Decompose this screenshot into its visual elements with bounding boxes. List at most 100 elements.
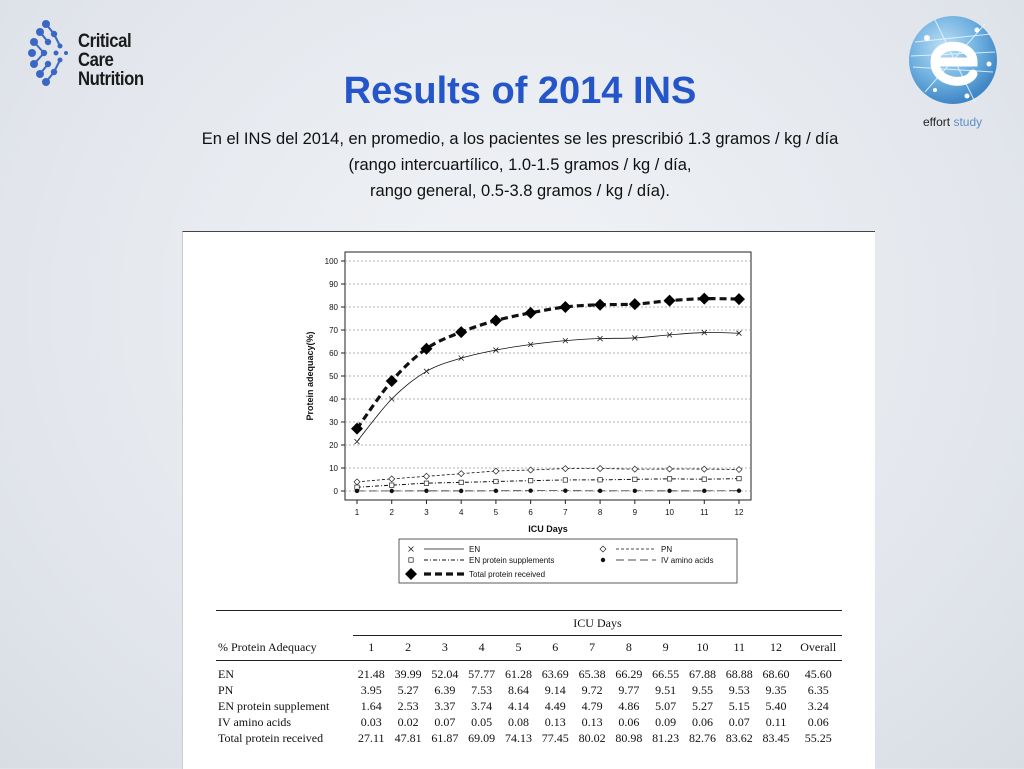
table-row-label: EN: [216, 660, 353, 683]
table-column-header: 8: [610, 636, 647, 661]
table-cell: 4.49: [537, 699, 574, 715]
table-cell: 0.08: [500, 715, 537, 731]
table-cell: 9.77: [610, 683, 647, 699]
data-point: [702, 489, 706, 493]
slide-title: Results of 2014 INS: [0, 70, 1024, 113]
x-tick-label: 12: [735, 508, 744, 517]
legend-label: Total protein received: [469, 570, 545, 579]
table-cell: 6.35: [794, 683, 842, 699]
table-cell: 57.77: [463, 660, 500, 683]
y-tick-label: 10: [329, 464, 338, 473]
x-tick-label: 9: [633, 508, 638, 517]
table-cell: 9.72: [574, 683, 611, 699]
table-cell: 81.23: [647, 731, 684, 747]
data-point: [633, 477, 637, 481]
table-column-header: 1: [353, 636, 390, 661]
y-tick-label: 40: [329, 395, 338, 404]
data-point: [528, 478, 532, 482]
x-tick-label: 7: [563, 508, 568, 517]
table-cell: 0.06: [610, 715, 647, 731]
y-tick-label: 0: [334, 487, 339, 496]
x-tick-label: 1: [355, 508, 360, 517]
slide-subtitle: En el INS del 2014, en promedio, a los p…: [0, 126, 1024, 204]
y-tick-label: 90: [329, 280, 338, 289]
legend-label: IV amino acids: [661, 556, 713, 565]
table-cell: 6.39: [426, 683, 463, 699]
table-cell: 3.24: [794, 699, 842, 715]
data-point: [528, 489, 532, 493]
y-tick-label: 60: [329, 349, 338, 358]
table-row-label: EN protein supplement: [216, 699, 353, 715]
table-cell: 9.51: [647, 683, 684, 699]
x-tick-label: 11: [700, 508, 709, 517]
table-cell: 83.62: [721, 731, 758, 747]
table-row-label: PN: [216, 683, 353, 699]
table-cell: 61.87: [426, 731, 463, 747]
data-point: [390, 483, 394, 487]
table-cell: 47.81: [390, 731, 427, 747]
table-cell: 9.53: [721, 683, 758, 699]
table-cell: 1.64: [353, 699, 390, 715]
data-point: [424, 481, 428, 485]
y-tick-label: 50: [329, 372, 338, 381]
table-cell: 3.37: [426, 699, 463, 715]
table-cell: 9.55: [684, 683, 721, 699]
table-column-header: 12: [758, 636, 795, 661]
table-cell: 0.06: [684, 715, 721, 731]
table-cell: 39.99: [390, 660, 427, 683]
table-cell: 80.98: [610, 731, 647, 747]
table-cell: 82.76: [684, 731, 721, 747]
table-cell: 9.14: [537, 683, 574, 699]
data-point: [598, 478, 602, 482]
table-row-label: IV amino acids: [216, 715, 353, 731]
table-cell: 3.95: [353, 683, 390, 699]
table-column-header: 5: [500, 636, 537, 661]
data-point: [737, 489, 741, 493]
table-cell: 66.29: [610, 660, 647, 683]
table-cell: 5.07: [647, 699, 684, 715]
table-cell: 66.55: [647, 660, 684, 683]
table-corner: [216, 611, 353, 636]
table-cell: 4.86: [610, 699, 647, 715]
table-cell: 77.45: [537, 731, 574, 747]
data-point: [390, 489, 394, 493]
table-cell: 5.27: [684, 699, 721, 715]
subtitle-line-1: En el INS del 2014, en promedio, a los p…: [0, 126, 1024, 152]
table-cell: 0.07: [721, 715, 758, 731]
subtitle-line-3: rango general, 0.5-3.8 gramos / kg / día…: [0, 178, 1024, 204]
table-cell: 4.14: [500, 699, 537, 715]
data-point: [702, 477, 706, 481]
table-column-header: 9: [647, 636, 684, 661]
table-cell: 8.64: [500, 683, 537, 699]
data-point: [563, 489, 567, 493]
table-cell: 2.53: [390, 699, 427, 715]
table-cell: 9.35: [758, 683, 795, 699]
legend-label: EN protein supplements: [469, 556, 554, 565]
table-cell: 0.05: [463, 715, 500, 731]
x-axis-label: ICU Days: [528, 524, 568, 534]
data-point: [667, 489, 671, 493]
legend-label: PN: [661, 545, 672, 554]
data-point: [355, 489, 359, 493]
data-point: [424, 489, 428, 493]
table-column-header: Overall: [794, 636, 842, 661]
table-column-header: 6: [537, 636, 574, 661]
table-group-header: ICU Days: [353, 611, 842, 636]
table-cell: 69.09: [463, 731, 500, 747]
table-cell: 0.03: [353, 715, 390, 731]
y-tick-label: 20: [329, 441, 338, 450]
table-cell: 5.27: [390, 683, 427, 699]
table-column-header: 3: [426, 636, 463, 661]
table-cell: 63.69: [537, 660, 574, 683]
table-column-header: 10: [684, 636, 721, 661]
data-point: [494, 479, 498, 483]
table-cell: 27.11: [353, 731, 390, 747]
table-cell: 80.02: [574, 731, 611, 747]
table-cell: 61.28: [500, 660, 537, 683]
